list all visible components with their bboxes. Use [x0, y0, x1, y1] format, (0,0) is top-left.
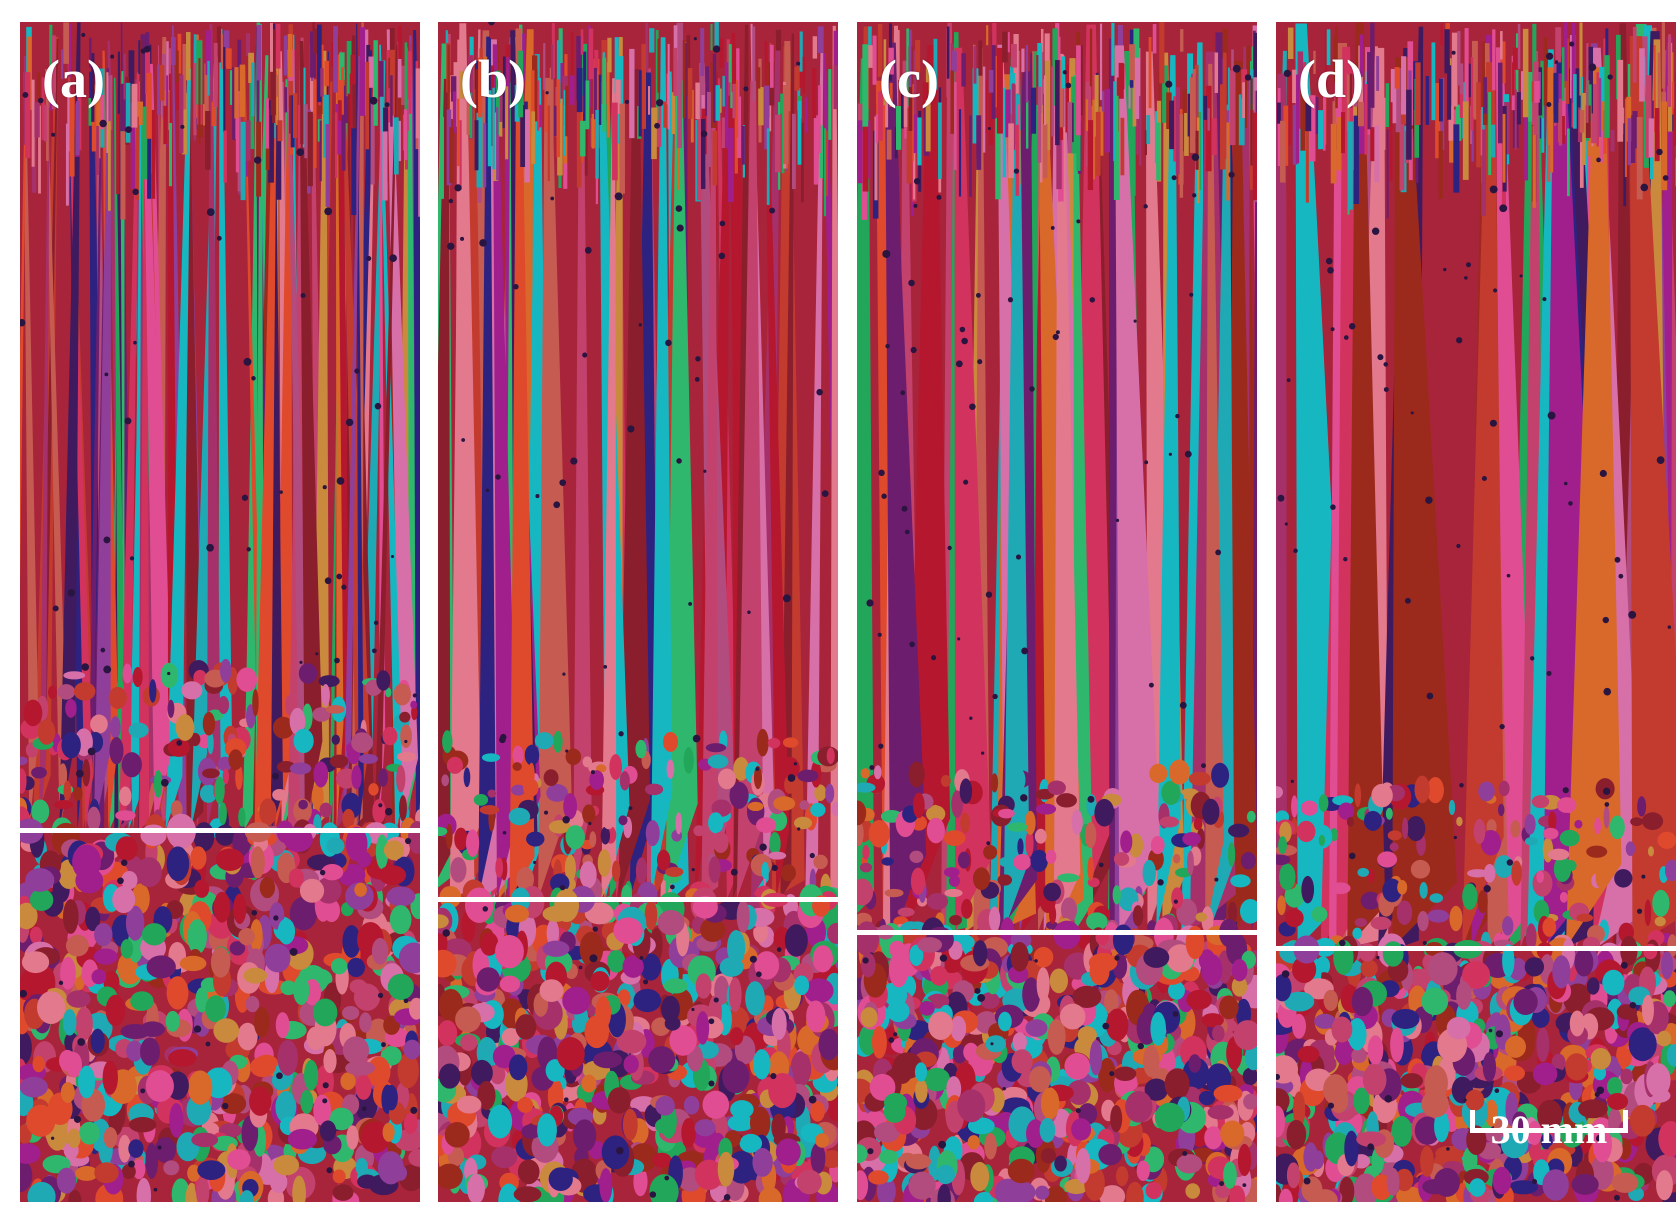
scale-bar-line	[1470, 1110, 1628, 1133]
grain-map-d	[1276, 22, 1676, 1202]
panel-label-a: (a)	[42, 49, 105, 109]
panel-label-d: (d)	[1298, 49, 1364, 109]
panel-c: (c)	[857, 22, 1257, 1202]
grain-map-c	[857, 22, 1257, 1202]
scale-bar: 30 mm	[1470, 1110, 1628, 1178]
grain-map-b	[438, 22, 838, 1202]
columnar-equiaxed-boundary-c	[857, 930, 1257, 935]
panel-a: (a)	[20, 22, 420, 1202]
panel-d: (d) 30 mm	[1276, 22, 1676, 1202]
columnar-equiaxed-boundary-a	[20, 828, 420, 833]
grain-map-a	[20, 22, 420, 1202]
columnar-equiaxed-boundary-d	[1276, 946, 1676, 951]
panel-label-b: (b)	[460, 49, 526, 109]
panel-label-c: (c)	[879, 49, 939, 109]
panel-b: (b)	[438, 22, 838, 1202]
columnar-equiaxed-boundary-b	[438, 897, 838, 902]
